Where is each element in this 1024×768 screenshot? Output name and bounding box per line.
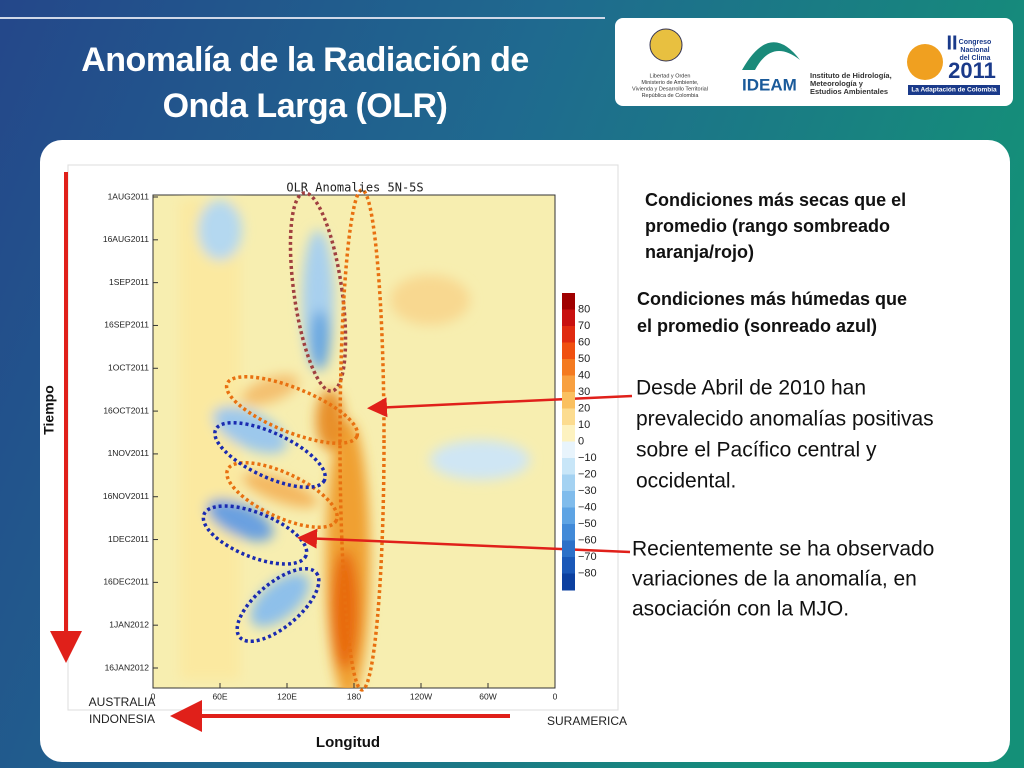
colorbar-swatch — [562, 359, 575, 376]
x-tick-label: 0 — [151, 691, 156, 701]
x-tick-label: 60W — [479, 691, 496, 701]
colorbar-swatch — [562, 375, 575, 393]
colorbar-label: −70 — [578, 551, 597, 563]
colorbar-label: −10 — [578, 452, 597, 464]
colorbar-label: 20 — [578, 402, 590, 414]
y-tick-label: 16DEC2011 — [103, 577, 149, 587]
ministry-emblem — [649, 28, 683, 62]
colorbar-label: 10 — [578, 419, 590, 431]
ideam-name: IDEAM — [742, 75, 797, 94]
colorbar-swatch — [562, 425, 575, 442]
note-line: variaciones de la anomalía, en — [632, 568, 917, 591]
x-tick-label: 120W — [410, 691, 432, 701]
x-tick-label: 120E — [277, 691, 297, 701]
colorbar-label: −80 — [578, 567, 597, 579]
ideam-text: Instituto de Hidrología, — [810, 71, 892, 80]
colorbar-swatch — [562, 392, 575, 409]
y-tick-label: 1OCT2011 — [108, 363, 149, 373]
note-arrow — [297, 528, 631, 554]
note-line: el promedio (sonreado azul) — [637, 316, 877, 336]
congress-text: del Clima — [959, 55, 990, 62]
congress-emblem — [907, 44, 943, 80]
note-line: naranja/rojo) — [645, 242, 754, 262]
y-tick-label: 16NOV2011 — [103, 491, 149, 501]
colorbar-swatch — [562, 557, 575, 574]
colorbar-label: 0 — [578, 435, 584, 447]
colorbar-label: −30 — [578, 485, 597, 497]
note-line: Condiciones más húmedas que — [637, 289, 907, 309]
colorbar-label: 70 — [578, 320, 590, 332]
y-tick-label: 16JAN2012 — [105, 662, 150, 672]
y-tick-label: 16OCT2011 — [103, 405, 149, 415]
congress-text: Congreso — [959, 39, 992, 46]
region-label: INDONESIA — [89, 712, 155, 726]
ministry-text: República de Colombia — [642, 93, 700, 99]
x-axis-label: Longitud — [316, 734, 380, 751]
ideam-text: Estudios Ambientales — [810, 87, 888, 96]
y-axis-label: Tiempo — [41, 385, 57, 435]
ministry-text: Libertad y Orden — [650, 73, 691, 79]
colorbar-swatch — [562, 474, 575, 492]
colorbar-swatch — [562, 309, 575, 327]
note-line: prevalecido anomalías positivas — [636, 408, 934, 431]
y-tick-label: 1DEC2011 — [108, 534, 149, 544]
note-line: promedio (rango sombreado — [645, 216, 890, 236]
colorbar-swatch — [562, 342, 575, 360]
note-arrow — [367, 394, 633, 418]
logo-box — [615, 18, 1013, 106]
colorbar-label: −40 — [578, 501, 597, 513]
region-label: SURAMERICA — [547, 714, 627, 728]
ministry-text: Ministerio de Ambiente, — [641, 80, 699, 86]
note-line: Desde Abril de 2010 han — [636, 377, 866, 400]
colorbar-swatch — [562, 507, 575, 525]
colorbar-label: −20 — [578, 468, 597, 480]
y-tick-label: 1JAN2012 — [109, 619, 149, 629]
x-tick-label: 0 — [553, 691, 558, 701]
highlight-ellipses — [201, 188, 386, 692]
colorbar-label: 50 — [578, 353, 590, 365]
y-tick-label: 16SEP2011 — [104, 320, 149, 330]
colorbar-label: 60 — [578, 336, 590, 348]
colorbar-swatch — [562, 326, 575, 343]
x-tick-label: 180 — [347, 691, 361, 701]
congress-text: 2011 — [948, 58, 996, 83]
note-line: sobre el Pacífico central y — [636, 439, 877, 462]
y-tick-label: 1AUG2011 — [108, 191, 150, 201]
note-line: asociación con la MJO. — [632, 598, 849, 621]
ideam-emblem — [742, 42, 800, 70]
note-line: Recientemente se ha observado — [632, 538, 934, 561]
ministry-text: Vivienda y Desarrollo Territorial — [632, 86, 708, 92]
y-tick-label: 1SEP2011 — [109, 277, 149, 287]
figure-title: OLR Anomalies 5N-5S — [286, 181, 423, 195]
slide-title: Onda Larga (OLR) — [163, 87, 448, 125]
x-tick-label: 60E — [212, 691, 227, 701]
colorbar-label: −60 — [578, 534, 597, 546]
colorbar-swatch — [562, 441, 575, 459]
colorbar-swatch — [562, 408, 575, 426]
colorbar-swatch — [562, 293, 575, 310]
congress-text: Nacional — [960, 47, 989, 54]
note-line: Condiciones más secas que el — [645, 190, 906, 210]
colorbar-swatch — [562, 491, 575, 508]
region-label: AUSTRALIA — [89, 695, 156, 709]
y-tick-label: 1NOV2011 — [108, 448, 150, 458]
colorbar-swatch — [562, 573, 575, 591]
colorbar-swatch — [562, 524, 575, 541]
colorbar-label: 30 — [578, 386, 590, 398]
colorbar-swatch — [562, 540, 575, 558]
note-line: occidental. — [636, 470, 736, 493]
congress-tagline: La Adaptación de Colombia — [911, 87, 997, 94]
ideam-text: Meteorología y — [810, 79, 864, 88]
colorbar-label: −50 — [578, 518, 597, 530]
slide-title: Anomalía de la Radiación de — [81, 41, 529, 79]
congress-text: II — [946, 32, 957, 54]
colorbar-label: 80 — [578, 303, 590, 315]
congress-tagline-bg — [908, 85, 1000, 95]
colorbar-label: 40 — [578, 369, 590, 381]
anomaly-field — [180, 200, 530, 688]
colorbar-swatch — [562, 458, 575, 475]
y-tick-label: 16AUG2011 — [103, 234, 149, 244]
